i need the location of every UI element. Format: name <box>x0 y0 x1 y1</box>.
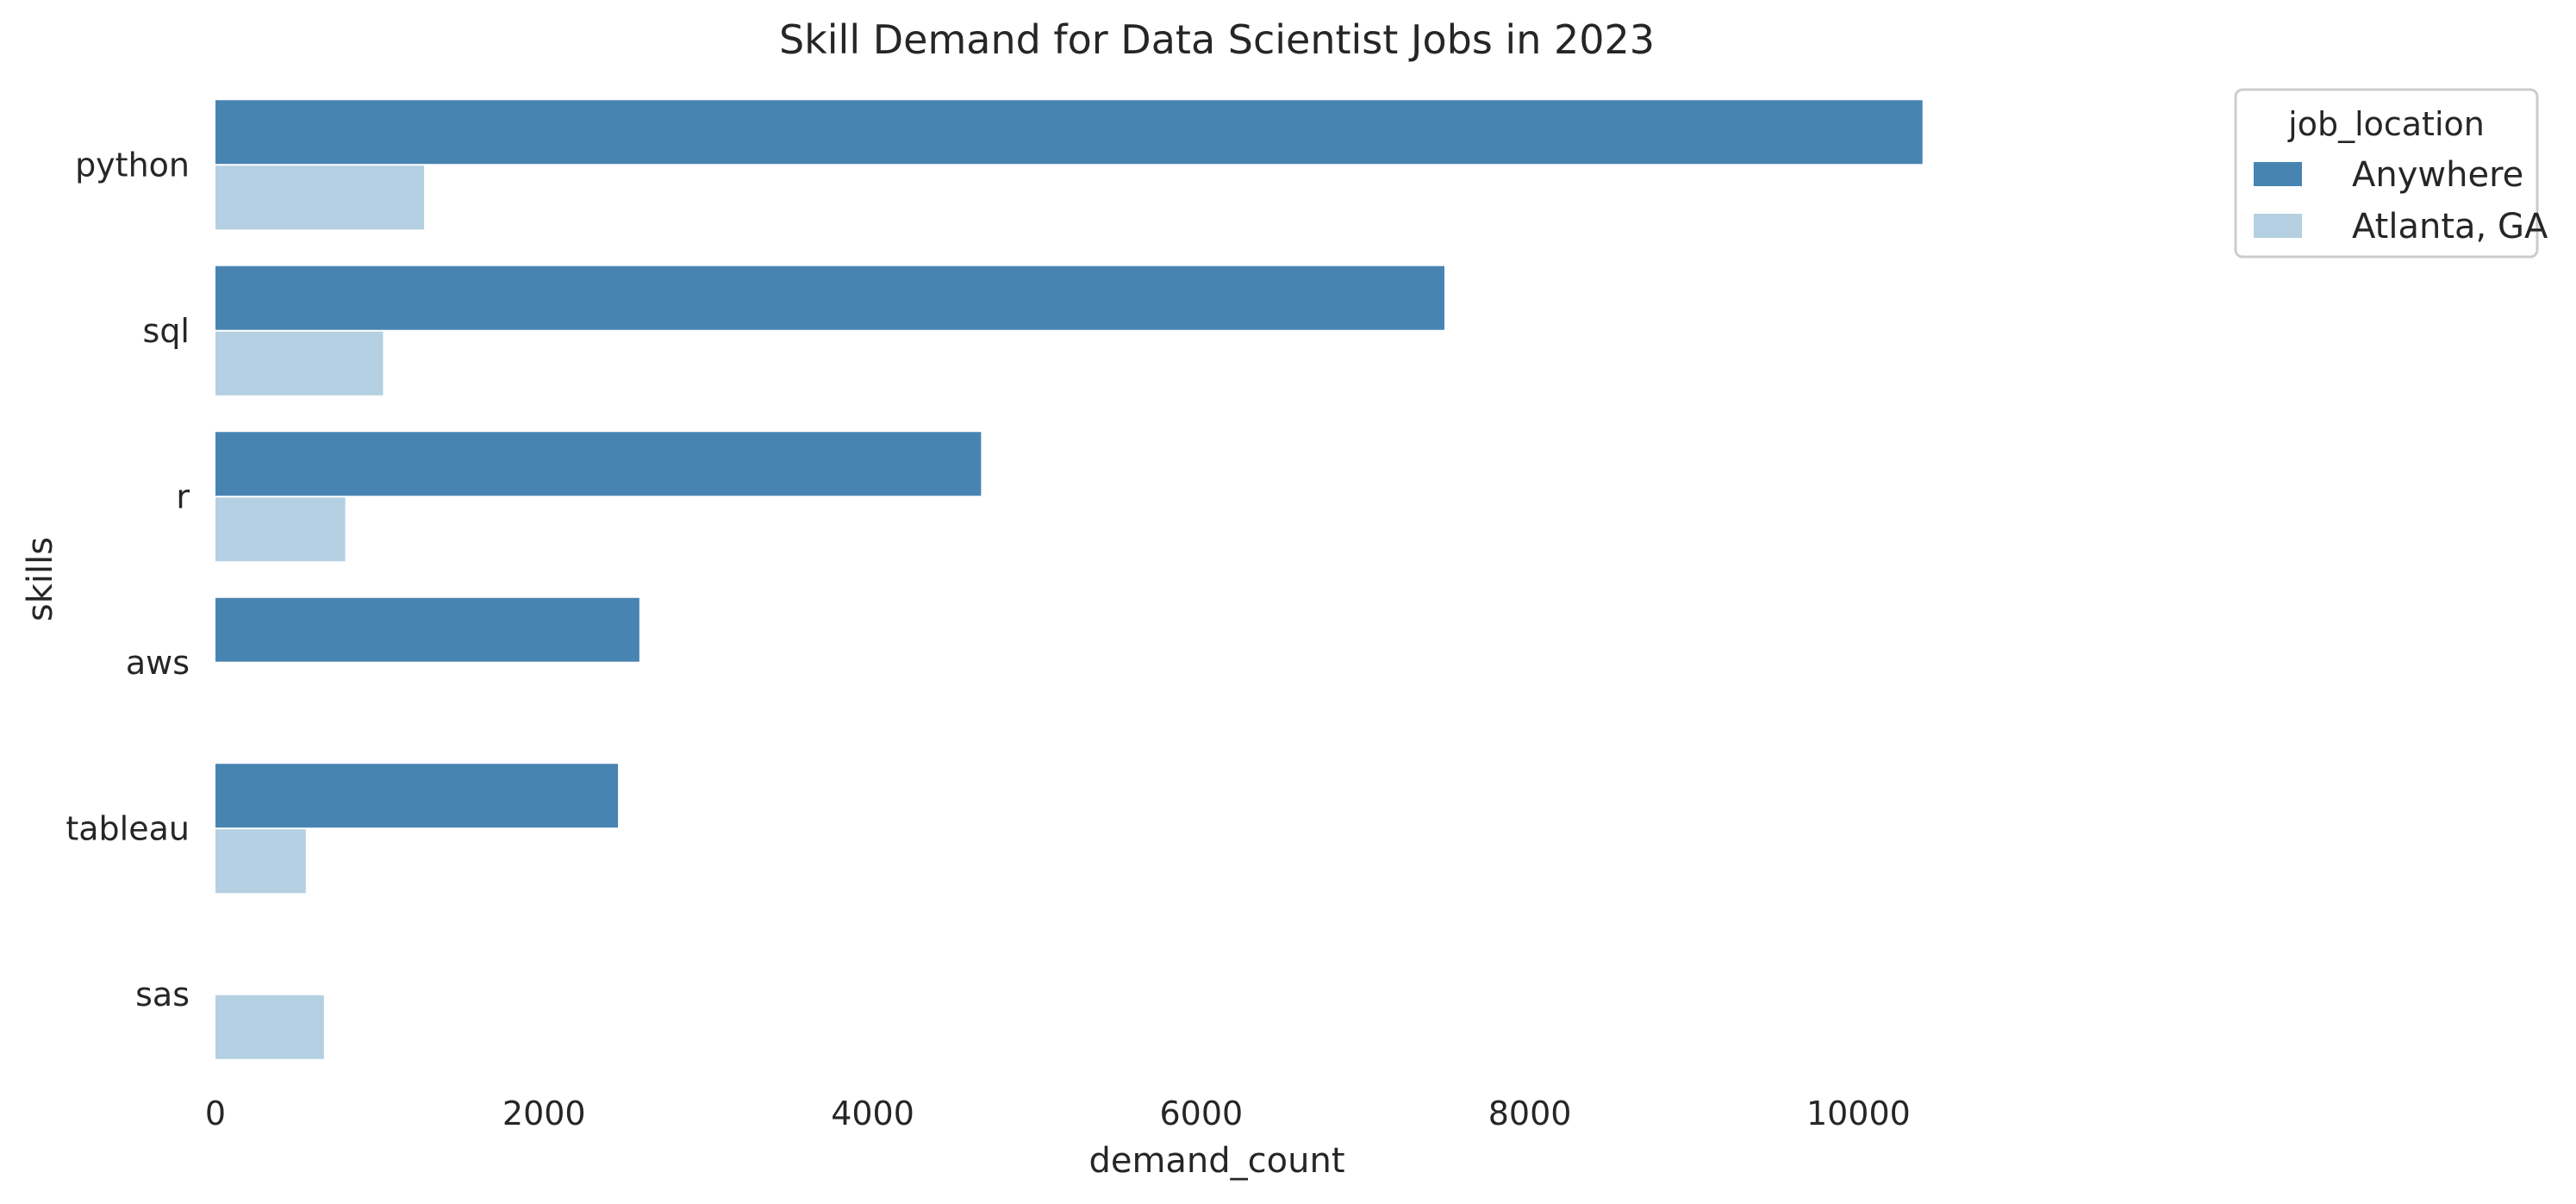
legend-entries: Anywhere Atlanta, GA <box>2254 155 2548 246</box>
x-tick-label: 6000 <box>1159 1095 1243 1132</box>
legend-frame <box>2234 88 2539 259</box>
bar-python-anywhere <box>215 100 1923 165</box>
legend-label: Atlanta, GA <box>2352 207 2548 246</box>
legend-swatch <box>2254 162 2302 186</box>
x-tick-label: 8000 <box>1488 1095 1572 1132</box>
bar-aws-anywhere <box>215 597 639 662</box>
x-tick-label: 4000 <box>831 1095 914 1132</box>
chart-title: Skill Demand for Data Scientist Jobs in … <box>779 16 1655 63</box>
legend-label: Anywhere <box>2352 155 2523 195</box>
y-tick-labels: python sql r aws tableau sas <box>65 146 190 1014</box>
bar-sql-anywhere <box>215 265 1444 330</box>
x-tick-labels: 0 2000 4000 6000 8000 10000 <box>205 1095 1911 1132</box>
y-tick-label: sas <box>135 976 190 1014</box>
x-axis-label: demand_count <box>1088 1141 1344 1181</box>
bar-r-atlanta-ga <box>215 497 346 562</box>
bar-python-atlanta-ga <box>215 165 425 230</box>
bar-tableau-atlanta-ga <box>215 829 306 894</box>
y-tick-label: aws <box>126 644 190 682</box>
x-tick-label: 10000 <box>1806 1095 1911 1132</box>
bars-group <box>215 100 1923 1059</box>
y-axis-label: skills <box>21 537 60 621</box>
legend: job_location Anywhere Atlanta, GA <box>2234 88 2548 259</box>
y-tick-label: python <box>75 146 190 184</box>
legend-swatch <box>2254 214 2302 238</box>
bar-tableau-anywhere <box>215 764 619 828</box>
x-tick-label: 2000 <box>502 1095 586 1132</box>
bar-sql-atlanta-ga <box>215 331 384 396</box>
y-tick-label: sql <box>143 312 190 350</box>
x-tick-label: 0 <box>205 1095 226 1132</box>
y-tick-label: r <box>176 477 190 515</box>
bar-r-anywhere <box>215 432 982 496</box>
bar-sas-atlanta-ga <box>215 995 324 1059</box>
legend-title: job_location <box>2287 105 2485 143</box>
y-tick-label: tableau <box>65 809 190 847</box>
